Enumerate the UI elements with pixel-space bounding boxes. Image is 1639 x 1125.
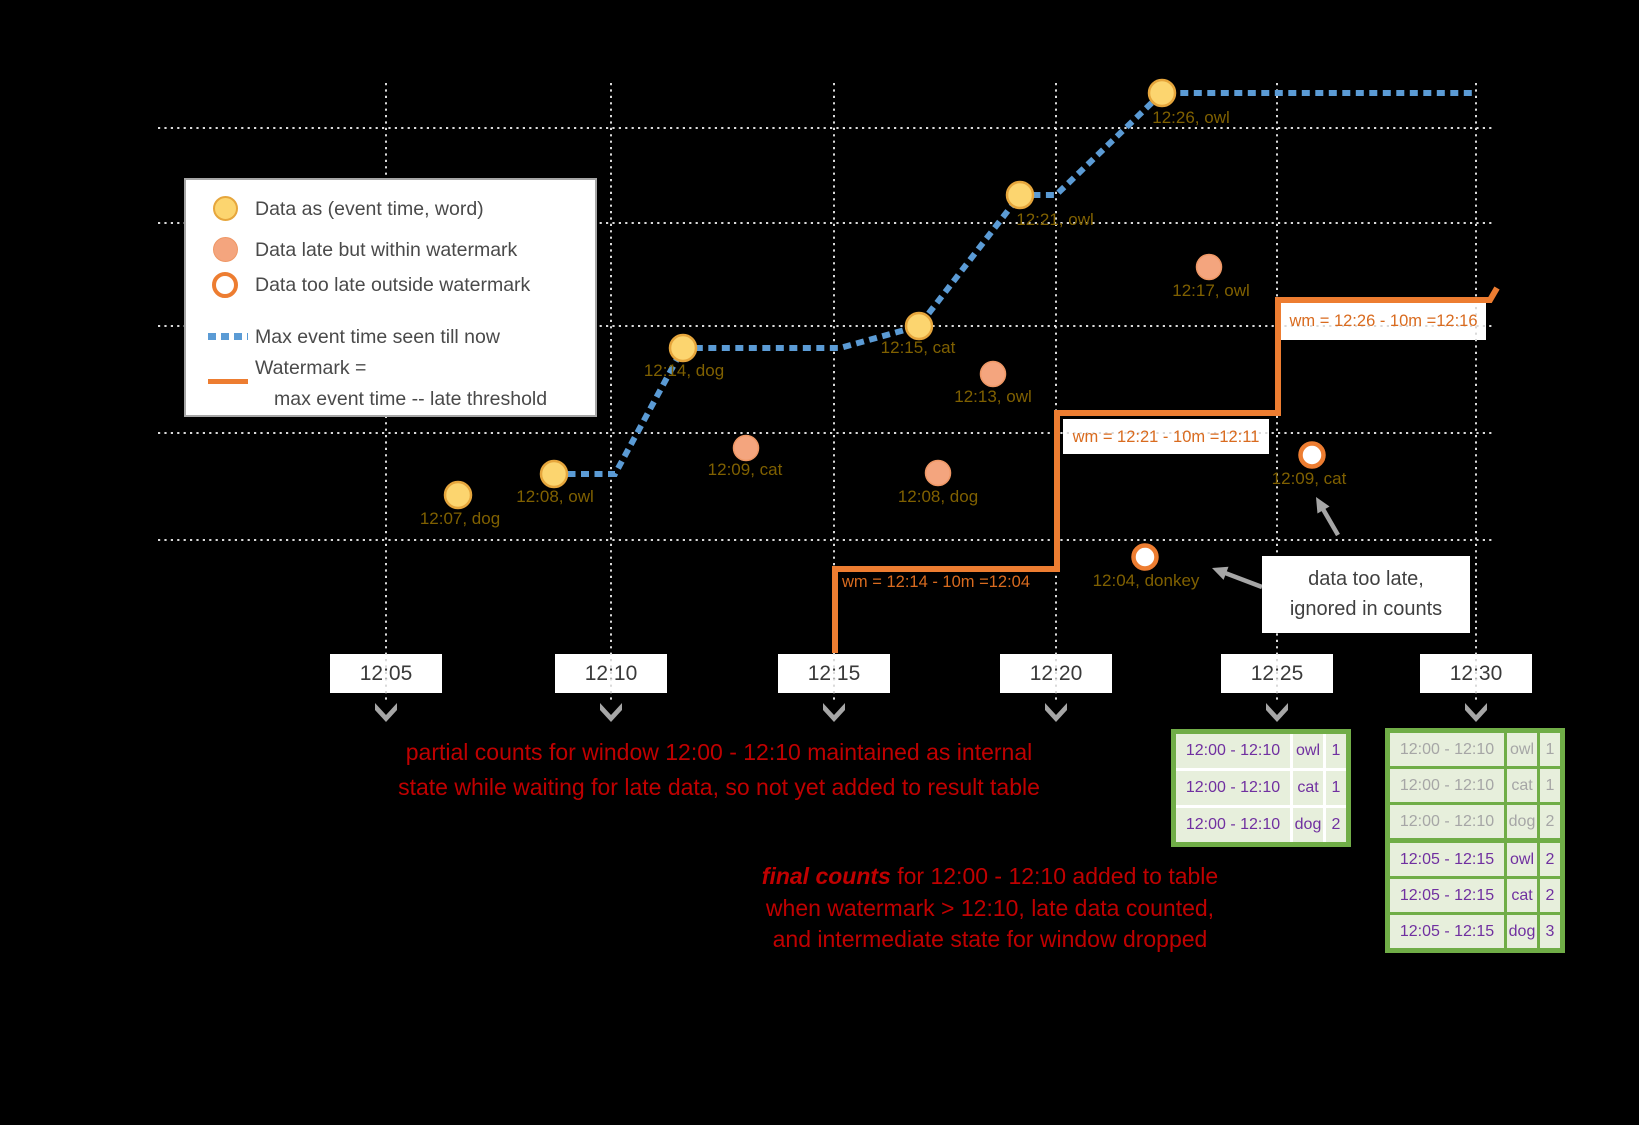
watermark-line <box>832 286 1500 653</box>
table-cell-word: dog <box>1507 805 1537 838</box>
table-cell-count: 2 <box>1540 879 1560 912</box>
axis-arrow-icon <box>1465 703 1487 722</box>
result-table-12-25: 12:00 - 12:10 owl 1 12:00 - 12:10 cat 1 12:00 … <box>1171 729 1351 847</box>
event-dot-on-time <box>668 333 698 363</box>
table-cell-count: 2 <box>1540 805 1560 838</box>
annotation-partial-counts: partial counts for window 12:00 - 12:10 … <box>269 735 1169 805</box>
watermark-line-icon <box>208 379 248 384</box>
watermark-label: wm = 12:21 - 10m =12:11 <box>1072 427 1260 446</box>
table-cell-word: owl <box>1507 843 1537 876</box>
point-label: 12:26, owl <box>1152 108 1230 127</box>
event-dot-on-time <box>1147 78 1177 108</box>
point-label: 12:09, cat <box>707 460 783 479</box>
callout-arrow-icon <box>1212 566 1229 580</box>
watermark-label-box <box>1063 419 1269 454</box>
annotation-line-rest: for 12:00 - 12:10 added to table <box>890 863 1219 889</box>
callout-arrow-line <box>1220 569 1263 590</box>
table-cell-window: 12:05 - 12:15 <box>1390 843 1504 876</box>
callout-too-late: data too late, ignored in counts <box>1262 556 1470 633</box>
max-event-time-line <box>554 90 1477 477</box>
table-cell-word: cat <box>1507 769 1537 802</box>
table-cell-count: 1 <box>1540 769 1560 802</box>
watermark-label: wm = 12:26 - 10m =12:16 <box>1289 312 1478 330</box>
table-cell-window: 12:00 - 12:10 <box>1176 808 1290 842</box>
point-label: 12:13, owl <box>954 387 1032 406</box>
annotation-final-counts: final counts for 12:00 - 12:10 added to … <box>590 861 1390 956</box>
watermark-label: wm = 12:14 - 10m =12:04 <box>842 573 1031 591</box>
annotation-line: state while waiting for late data, so no… <box>398 774 1040 800</box>
annotation-line: and intermediate state for window droppe… <box>772 926 1208 952</box>
axis-arrow-icon <box>375 703 397 722</box>
watermark-label-box <box>1281 302 1486 340</box>
annotation-line: partial counts for window 12:00 - 12:10 … <box>405 739 1033 765</box>
event-dot-late <box>979 360 1007 388</box>
point-label: 12:21, owl <box>1016 210 1094 229</box>
event-dot-late <box>732 434 760 462</box>
event-dot-on-time <box>1005 180 1035 210</box>
point-label: 12:04, donkey <box>1092 571 1200 590</box>
table-cell-word: dog <box>1293 808 1323 842</box>
point-label: 12:08, dog <box>897 487 979 506</box>
legend-label-max-event: Max event time seen till now <box>255 326 500 348</box>
table-cell-word: dog <box>1507 915 1537 948</box>
event-dot-on-time <box>904 311 934 341</box>
axis-arrow-icon <box>600 703 622 722</box>
event-dot-too-late <box>1131 543 1159 571</box>
point-label: 12:09, cat <box>1271 469 1347 488</box>
legend-label-watermark: Watermark = <box>255 357 367 379</box>
table-cell-window: 12:05 - 12:15 <box>1390 879 1504 912</box>
axis-arrow-icon <box>823 703 845 722</box>
table-cell-word: owl <box>1507 733 1537 766</box>
late-dot-icon <box>213 237 238 262</box>
event-dot-late <box>924 459 952 487</box>
point-label: 12:14, dog <box>643 361 725 380</box>
point-label: 12:17, owl <box>1172 281 1250 300</box>
table-cell-window: 12:05 - 12:15 <box>1390 915 1504 948</box>
axis-arrow-icon <box>1045 703 1067 722</box>
table-cell-count: 3 <box>1540 915 1560 948</box>
legend-label-on-time: Data as (event time, word) <box>255 198 484 220</box>
event-dot-on-time <box>443 480 473 510</box>
legend: Data as (event time, word) Data late but… <box>184 178 597 417</box>
too-late-circle-icon <box>212 272 238 298</box>
table-cell-window: 12:00 - 12:10 <box>1390 769 1504 802</box>
table-cell-word: cat <box>1507 879 1537 912</box>
event-dot-on-time <box>539 459 569 489</box>
point-label: 12:08, owl <box>516 487 594 506</box>
legend-label-too-late: Data too late outside watermark <box>255 274 531 296</box>
on-time-dot-icon <box>213 196 238 221</box>
axis-arrow-icon <box>1266 703 1288 722</box>
table-cell-count: 2 <box>1326 808 1346 842</box>
table-cell-count: 1 <box>1326 734 1346 768</box>
table-cell-window: 12:00 - 12:10 <box>1176 734 1290 768</box>
table-cell-word: owl <box>1293 734 1323 768</box>
point-label: 12:15, cat <box>880 338 956 357</box>
callout-line: ignored in counts <box>1289 598 1443 620</box>
result-table-12-30: 12:00 - 12:10 owl 1 12:00 - 12:10 cat 1 12:00 … <box>1385 728 1565 953</box>
table-cell-window: 12:00 - 12:10 <box>1390 733 1504 766</box>
annotation-lead: final counts <box>761 863 891 889</box>
callout-line: data too late, <box>1308 568 1424 590</box>
table-cell-word: cat <box>1293 771 1323 805</box>
legend-label-watermark-2: max event time -- late threshold <box>274 388 548 410</box>
callout-arrow-icon <box>1316 497 1330 514</box>
point-label: 12:07, dog <box>419 509 501 528</box>
table-cell-count: 1 <box>1540 733 1560 766</box>
table-cell-count: 2 <box>1540 843 1560 876</box>
annotation-line: when watermark > 12:10, late data counte… <box>765 894 1215 921</box>
table-cell-window: 12:00 - 12:10 <box>1390 805 1504 838</box>
annotation-line: final counts for 12:00 - 12:10 added to … <box>590 861 1390 893</box>
table-cell-window: 12:00 - 12:10 <box>1176 771 1290 805</box>
callout-arrow-line <box>1319 504 1340 537</box>
table-cell-count: 1 <box>1326 771 1346 805</box>
event-dot-too-late <box>1298 441 1326 469</box>
max-event-time-line-icon <box>208 333 248 340</box>
event-dot-late <box>1195 253 1223 281</box>
legend-label-late: Data late but within watermark <box>255 239 518 261</box>
